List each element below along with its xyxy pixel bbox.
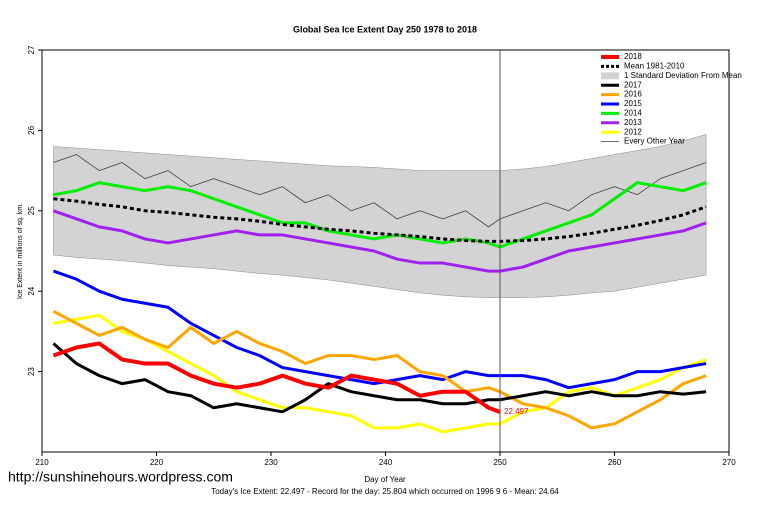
x-tick-label: 230: [264, 458, 278, 467]
x-tick-label: 240: [379, 458, 393, 467]
x-tick-label: 260: [608, 458, 622, 467]
std-band: [53, 134, 707, 298]
y-tick-label: 27: [27, 45, 36, 54]
legend-label: 2018: [624, 52, 642, 61]
legend-label: Every Other Year: [624, 137, 685, 146]
footer: Today's Ice Extent: 22.497 - Record for …: [211, 487, 559, 496]
legend-label: 2012: [624, 127, 642, 136]
x-tick-label: 270: [722, 458, 736, 467]
legend-label: 2016: [624, 90, 642, 99]
x-tick-label: 250: [493, 458, 507, 467]
series-line: [52, 341, 501, 414]
x-axis-label: Day of Year: [364, 475, 406, 484]
legend-label: 2017: [624, 80, 642, 89]
data-label: 22.497: [504, 407, 529, 416]
watermark: http://sunshinehours.wordpress.com: [8, 469, 233, 485]
series-line: [53, 313, 707, 434]
legend-label: Mean 1981-2010: [624, 62, 685, 71]
legend-label: 2013: [624, 118, 642, 127]
x-tick-label: 210: [35, 458, 49, 467]
y-tick-label: 24: [27, 286, 36, 295]
series-line: [53, 181, 707, 249]
legend-swatch: [601, 72, 619, 80]
series-line: [53, 154, 707, 228]
series-line: [52, 209, 707, 273]
legend-label: 1 Standard Deviation From Mean: [624, 71, 742, 80]
y-tick-label: 26: [27, 125, 36, 134]
y-axis-label: Ice Extent in millions of sq. km.: [17, 203, 24, 299]
series-line: [52, 309, 707, 430]
legend-label: 2014: [624, 109, 642, 118]
chart-title: Global Sea Ice Extent Day 250 1978 to 20…: [293, 24, 477, 34]
y-tick-label: 25: [27, 206, 36, 215]
x-tick-label: 220: [150, 458, 164, 467]
legend-label: 2015: [624, 99, 642, 108]
series-line: [52, 342, 707, 414]
y-tick-label: 23: [27, 367, 36, 376]
